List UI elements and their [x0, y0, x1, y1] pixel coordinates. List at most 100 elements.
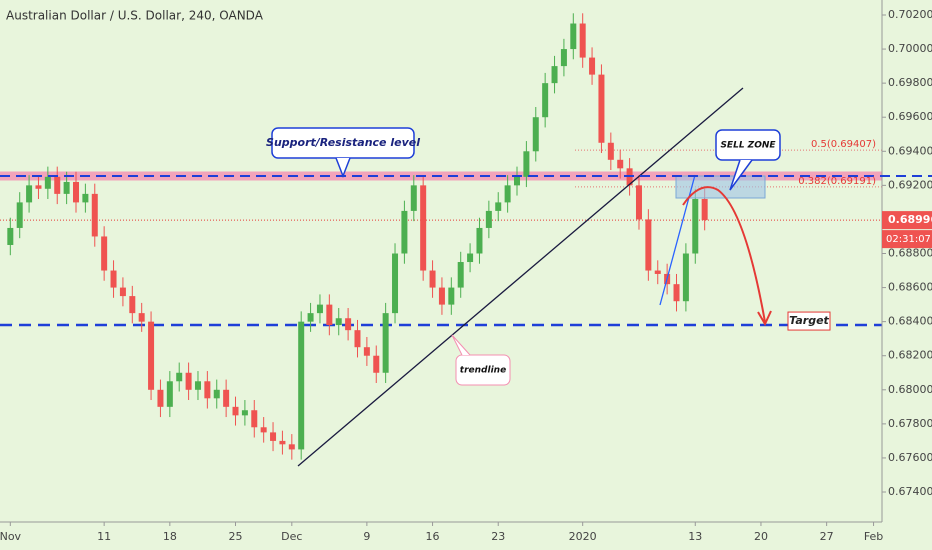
- candle-body: [523, 151, 530, 177]
- y-tick-label: 0.67800: [888, 417, 932, 430]
- candle-body: [607, 142, 614, 160]
- candle-body: [176, 372, 183, 382]
- candle-body: [438, 287, 445, 305]
- candle-body: [382, 313, 389, 373]
- candle-body: [307, 313, 314, 322]
- candle-body: [7, 227, 14, 245]
- candle-body: [63, 181, 70, 194]
- x-tick-label: 20: [754, 530, 768, 543]
- candle-body: [138, 313, 145, 322]
- candle-body: [82, 193, 89, 203]
- candle-body: [570, 23, 577, 50]
- y-tick-label: 0.69200: [888, 178, 932, 191]
- x-tick-label: 16: [426, 530, 440, 543]
- candle-body: [166, 381, 173, 407]
- candle-body: [241, 410, 248, 416]
- price-label: 0.68996: [888, 213, 932, 226]
- candle-body: [429, 270, 436, 288]
- trendline-drawing: [297, 87, 744, 467]
- y-tick-label: 0.68600: [888, 281, 932, 294]
- x-tick-label: 25: [229, 530, 243, 543]
- x-tick-label: 11: [97, 530, 111, 543]
- candle-body: [326, 304, 333, 326]
- label-pointer: [451, 334, 471, 356]
- x-tick-label: 13: [688, 530, 702, 543]
- y-tick-label: 0.69600: [888, 110, 932, 123]
- candle-body: [635, 185, 642, 220]
- candle-body: [654, 270, 661, 274]
- y-tick-label: 0.67600: [888, 451, 932, 464]
- candle-body: [645, 219, 652, 271]
- candle-body: [35, 185, 42, 189]
- candle-body: [288, 444, 295, 450]
- y-tick-label: 0.68800: [888, 247, 932, 260]
- y-tick-label: 0.67400: [888, 485, 932, 498]
- candle-body: [185, 372, 192, 390]
- candle-body: [701, 198, 708, 221]
- candle-body: [26, 185, 33, 203]
- candle-body: [148, 321, 155, 390]
- y-tick-label: 0.70200: [888, 8, 932, 21]
- countdown-box: [882, 230, 932, 249]
- candle-body: [476, 227, 483, 254]
- x-tick-label: 27: [820, 530, 834, 543]
- candle-body: [251, 410, 258, 428]
- candle-body: [232, 406, 239, 416]
- annotation: SELL ZONE: [720, 141, 776, 151]
- countdown-label: 02:31:07: [886, 234, 931, 245]
- x-tick-label: 23: [491, 530, 505, 543]
- fib-label: 0.5(0.69407): [811, 139, 876, 150]
- candle-body: [129, 296, 136, 314]
- projection-arrow: [757, 310, 772, 327]
- label-pointer: [729, 159, 753, 191]
- y-tick-label: 0.68000: [888, 383, 932, 396]
- candle-body: [542, 83, 549, 118]
- candle-body: [410, 185, 417, 211]
- candle-body: [373, 355, 380, 373]
- candle-body: [194, 381, 201, 390]
- candle-body: [504, 185, 511, 203]
- candle-body: [16, 202, 23, 228]
- label-box: [455, 354, 511, 386]
- candle-body: [692, 198, 699, 254]
- candle-body: [345, 318, 352, 331]
- level-label: Target: [789, 314, 829, 327]
- y-tick-label: 0.70000: [888, 42, 932, 55]
- candle-body: [91, 193, 98, 237]
- candle-body: [532, 117, 539, 152]
- candle-body: [270, 432, 277, 441]
- x-tick-label: Dec: [281, 530, 302, 543]
- candle-body: [560, 49, 567, 67]
- y-tick-label: 0.68400: [888, 315, 932, 328]
- candle-body: [617, 159, 624, 169]
- candle-body: [448, 287, 455, 305]
- candle-body: [223, 389, 230, 407]
- label-box: [787, 311, 831, 331]
- candle-body: [579, 23, 586, 58]
- candle-body: [682, 253, 689, 302]
- candle-body: [54, 176, 61, 194]
- price-box: [882, 211, 932, 230]
- x-tick-label: Nov: [0, 530, 22, 543]
- chart-title: Australian Dollar / U.S. Dollar, 240, OA…: [6, 9, 264, 23]
- projection-down: [682, 186, 766, 323]
- candle-body: [213, 389, 220, 399]
- candle-body: [514, 176, 521, 186]
- y-tick-label: 0.68200: [888, 349, 932, 362]
- candle-body: [485, 210, 492, 228]
- y-tick-label: 0.69400: [888, 144, 932, 157]
- level-label: Support/Resistance level: [266, 136, 420, 149]
- candle-body: [298, 321, 305, 450]
- y-tick-label: 0.69800: [888, 76, 932, 89]
- candle-body: [551, 66, 558, 84]
- candle-body: [457, 262, 464, 288]
- fib-label: 0.382(0.69191): [798, 176, 876, 187]
- candle-body: [420, 185, 427, 271]
- candle-body: [110, 270, 117, 288]
- candle-body: [157, 389, 164, 407]
- candle-body: [260, 427, 267, 433]
- candle-body: [401, 210, 408, 254]
- candle-body: [673, 284, 680, 302]
